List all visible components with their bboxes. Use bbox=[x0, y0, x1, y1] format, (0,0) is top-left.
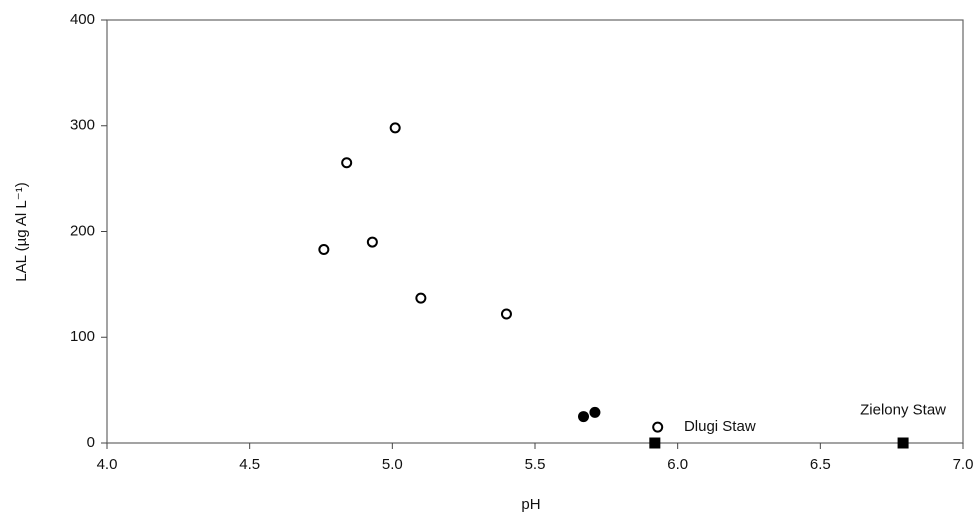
y-tick-label: 0 bbox=[87, 434, 95, 451]
x-tick-label: 7.0 bbox=[953, 456, 974, 473]
x-tick-label: 6.0 bbox=[667, 456, 688, 473]
y-tick-label: 100 bbox=[70, 328, 95, 345]
y-tick-label: 200 bbox=[70, 222, 95, 239]
x-tick-label: 5.0 bbox=[382, 456, 403, 473]
x-axis-label: pH bbox=[521, 496, 540, 513]
point bbox=[652, 421, 664, 433]
point bbox=[897, 437, 909, 449]
point bbox=[578, 411, 590, 423]
annotation: Dlugi Staw bbox=[684, 418, 756, 435]
x-tick-label: 5.5 bbox=[525, 456, 546, 473]
y-tick-label: 300 bbox=[70, 117, 95, 134]
annotation: Zielony Staw bbox=[860, 402, 946, 419]
x-tick-label: 6.5 bbox=[810, 456, 831, 473]
y-tick-label: 400 bbox=[70, 11, 95, 28]
point bbox=[589, 406, 601, 418]
point bbox=[389, 122, 401, 134]
x-tick-label: 4.5 bbox=[239, 456, 260, 473]
point bbox=[500, 308, 512, 320]
plot-frame bbox=[106, 19, 964, 444]
point bbox=[415, 292, 427, 304]
point bbox=[649, 437, 661, 449]
point bbox=[318, 243, 330, 255]
point bbox=[366, 236, 378, 248]
y-axis-label: LAL (µg Al L⁻¹) bbox=[13, 182, 30, 281]
x-tick-label: 4.0 bbox=[97, 456, 118, 473]
point bbox=[341, 157, 353, 169]
